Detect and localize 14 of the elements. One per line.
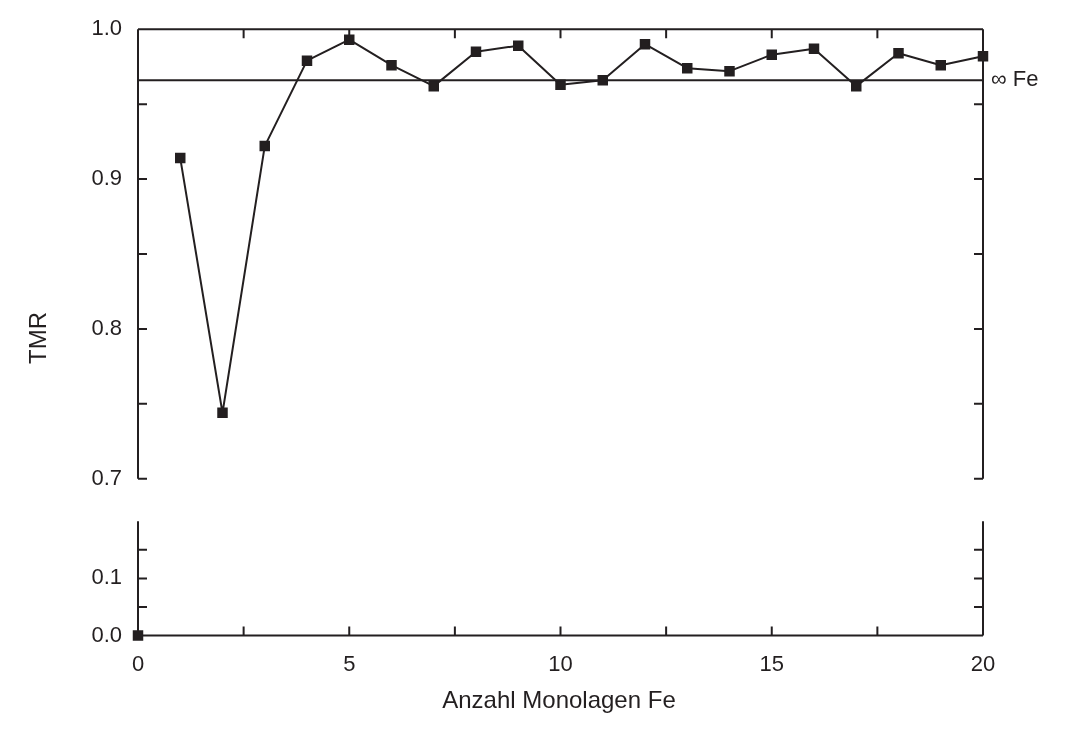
y-tick-label: 0.7 [91,464,122,490]
x-tick-label: 10 [548,650,573,676]
y-tick-label: 0.0 [91,621,122,647]
x-tick-label: 15 [759,650,784,676]
x-axis-title: Anzahl Monolagen Fe [441,686,677,714]
y-axis-title: TMR [24,312,52,364]
y-tick-label: 1.0 [91,15,122,41]
y-tick-label: 0.9 [91,165,122,191]
x-tick-label: 20 [970,650,996,676]
x-tick-label: 5 [343,650,356,676]
y-tick-label: 0.8 [91,315,122,340]
ref-line-label: ∞ Fe [991,66,1039,92]
y-tick-label: 0.1 [91,564,122,590]
x-tick-label: 0 [131,650,145,676]
